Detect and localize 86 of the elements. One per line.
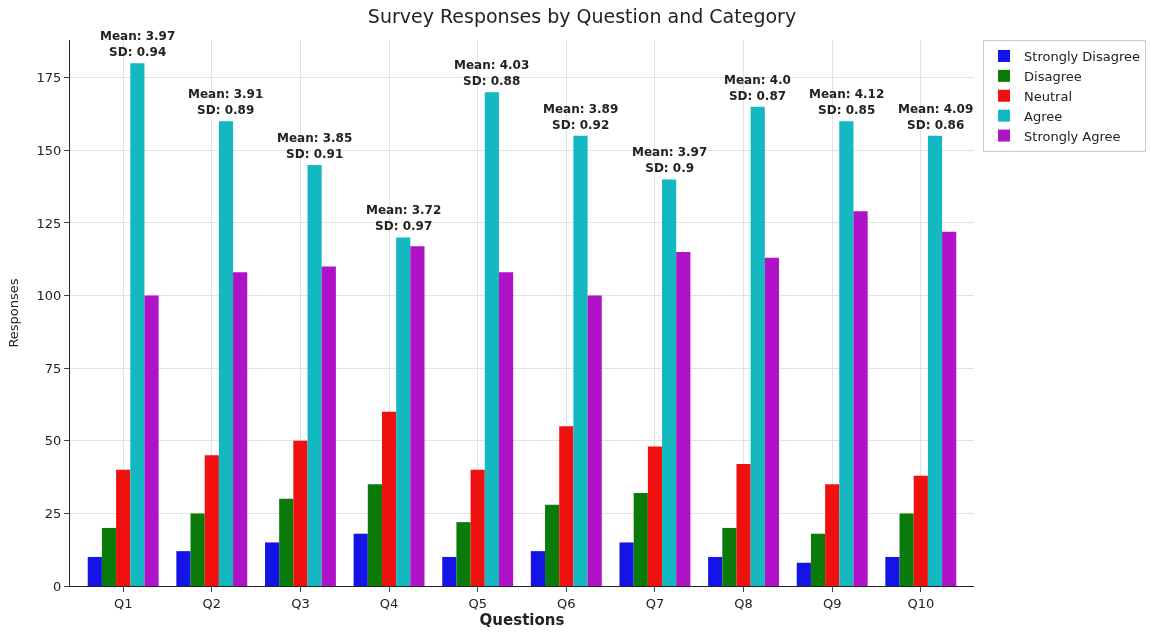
annotation: Mean: 4.12 SD: 0.85: [809, 87, 885, 117]
bar: [442, 556, 457, 586]
bar: [204, 455, 219, 586]
bar: [885, 556, 900, 586]
bar: [573, 135, 588, 586]
bar: [708, 556, 723, 586]
annotation: Mean: 4.09 SD: 0.86: [898, 102, 974, 132]
bar: [396, 237, 411, 586]
x-tick-label: Q6: [557, 595, 576, 611]
legend-label: Strongly Disagree: [1024, 49, 1141, 65]
bar: [190, 513, 205, 586]
annotation: Mean: 4.0 SD: 0.87: [724, 73, 791, 103]
bar: [647, 446, 663, 586]
bar: [130, 63, 145, 586]
bar: [750, 106, 765, 586]
bar: [367, 484, 382, 586]
bar: [899, 513, 914, 586]
annotation: Mean: 4.03 SD: 0.88: [454, 58, 530, 88]
chart-title: Survey Responses by Question and Category: [367, 4, 797, 27]
legend-label: Neutral: [1024, 88, 1073, 104]
bar: [87, 556, 102, 586]
bar: [619, 542, 634, 586]
annotation: Mean: 3.72 SD: 0.97: [366, 203, 442, 233]
bar: [825, 484, 840, 586]
bar: [810, 533, 826, 586]
x-tick-label: Q2: [202, 595, 222, 611]
bar: [722, 527, 737, 586]
bar: [498, 272, 514, 586]
bar: [264, 542, 280, 586]
bar: [853, 211, 868, 586]
annotation: Mean: 3.89 SD: 0.92: [543, 102, 619, 132]
y-tick-label: 25: [44, 505, 62, 521]
bar: [470, 469, 485, 586]
y-tick-label: 75: [44, 360, 62, 376]
bar: [764, 257, 780, 586]
bar: [456, 522, 471, 586]
annotation: Mean: 3.91 SD: 0.89: [188, 87, 264, 117]
bar: [662, 179, 677, 586]
legend-label: Strongly Agree: [1024, 128, 1121, 144]
x-tick-label: Q10: [907, 595, 935, 611]
bar: [676, 252, 691, 586]
y-tick-label: 175: [36, 70, 62, 86]
bar: [913, 475, 928, 586]
bar: [116, 469, 131, 586]
legend-label: Agree: [1024, 108, 1063, 124]
bar: [279, 498, 294, 586]
bar: [218, 121, 234, 586]
bar: [410, 246, 425, 586]
y-tick-label: 125: [36, 215, 62, 231]
x-axis-title: Questions: [479, 610, 565, 629]
bar: [101, 527, 117, 586]
x-tick-label: Q4: [379, 595, 399, 611]
bar: [144, 295, 159, 586]
bar: [233, 272, 248, 586]
bar: [633, 493, 648, 586]
bar: [293, 440, 308, 586]
x-tick-label: Q8: [734, 595, 753, 611]
annotation: Mean: 3.97 SD: 0.94: [100, 29, 176, 59]
bar: [839, 121, 854, 586]
bar: [942, 231, 957, 586]
bar: [307, 164, 322, 586]
y-tick-label: 100: [36, 288, 62, 304]
x-tick-label: Q9: [822, 595, 842, 611]
bar: [530, 551, 546, 586]
bar: [736, 464, 751, 586]
bar: [587, 295, 602, 586]
y-tick-label: 0: [53, 578, 62, 594]
y-axis-title: Responses: [5, 278, 21, 348]
x-tick-label: Q3: [291, 595, 310, 611]
bar: [484, 92, 499, 586]
bar: [176, 551, 191, 586]
y-tick-label: 150: [36, 142, 62, 158]
annotation: Mean: 3.97 SD: 0.9: [632, 145, 708, 175]
x-tick-label: Q5: [468, 595, 487, 611]
bar: [381, 411, 397, 586]
bar: [927, 135, 943, 586]
bar: [559, 426, 574, 586]
bar: [796, 562, 811, 586]
x-tick-label: Q1: [113, 595, 133, 611]
legend-label: Disagree: [1024, 68, 1082, 84]
bar: [321, 266, 336, 586]
annotation: Mean: 3.85 SD: 0.91: [277, 131, 353, 161]
bar: [545, 504, 560, 586]
bar: [353, 533, 368, 586]
y-tick-label: 50: [44, 433, 62, 449]
x-tick-label: Q7: [645, 595, 665, 611]
